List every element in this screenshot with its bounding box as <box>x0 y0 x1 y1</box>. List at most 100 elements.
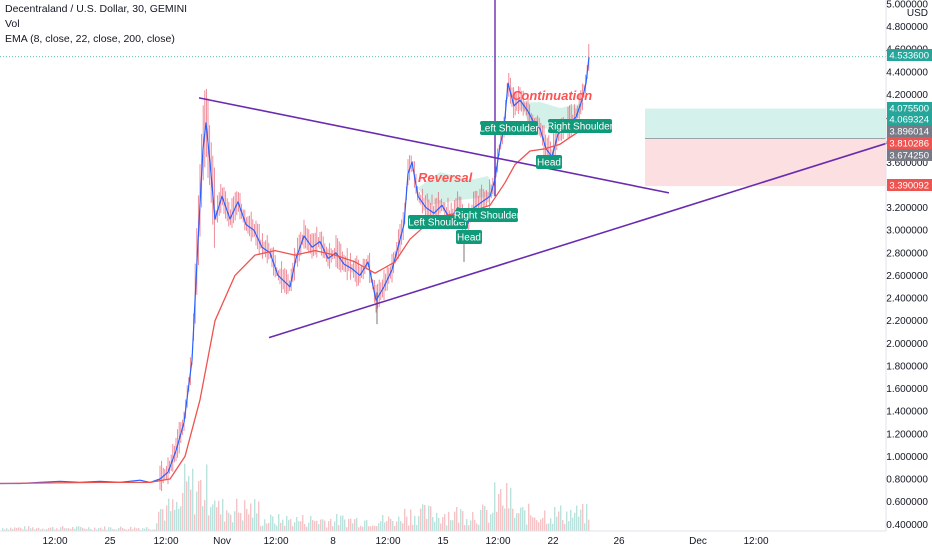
volume-bar <box>174 510 176 531</box>
volume-bar <box>474 519 476 531</box>
pattern-badge-label: Head <box>537 158 561 169</box>
price-badge-bg <box>887 113 932 125</box>
pattern-badge-bg <box>456 230 482 244</box>
volume-bar <box>322 519 324 531</box>
volume-bar <box>100 527 102 531</box>
volume-bar <box>332 526 334 531</box>
volume-bar <box>252 517 254 531</box>
volume-bar <box>162 509 164 531</box>
volume-bar <box>128 529 130 531</box>
annotation-text: Reversal <box>418 170 473 185</box>
volume-bar <box>154 529 156 531</box>
volume-bar <box>286 515 288 531</box>
volume-legend[interactable]: Vol <box>5 18 20 30</box>
pattern-badge-bg <box>480 121 538 135</box>
volume-bar <box>362 526 364 531</box>
volume-bar <box>110 527 112 531</box>
volume-bar <box>454 511 456 531</box>
volume-bar <box>572 517 574 531</box>
x-tick-label: 12:00 <box>263 536 288 547</box>
volume-bar <box>404 508 406 531</box>
volume-bar <box>534 517 536 531</box>
volume-bar <box>548 523 550 531</box>
volume-bar <box>272 516 274 531</box>
volume-bar <box>256 513 258 531</box>
volume-bar <box>172 499 174 531</box>
volume-bar <box>456 506 458 531</box>
price-badge-label: 3.896014 <box>889 127 929 138</box>
volume-bar <box>48 528 50 531</box>
volume-bar <box>288 520 290 531</box>
volume-bar <box>176 501 178 531</box>
ema-legend[interactable]: EMA (8, close, 22, close, 200, close) <box>5 33 175 45</box>
volume-bar <box>24 526 26 531</box>
volume-bar <box>194 514 196 531</box>
chart-title[interactable]: Decentraland / U.S. Dollar, 30, GEMINI <box>5 3 188 15</box>
volume-bar <box>438 517 440 531</box>
volume-bar <box>20 527 22 531</box>
volume-bar <box>468 525 470 531</box>
volume-bar <box>412 524 414 531</box>
volume-bar <box>390 518 392 531</box>
volume-bar <box>292 526 294 531</box>
volume-bar <box>184 463 186 531</box>
volume-bar <box>140 529 142 531</box>
volume-bar <box>398 516 400 531</box>
volume-bar <box>32 527 34 531</box>
volume-bar <box>442 517 444 531</box>
volume-bar <box>356 517 358 531</box>
volume-bar <box>434 521 436 531</box>
volume-bar <box>42 528 44 531</box>
volume-bar <box>360 525 362 531</box>
volume-bar <box>22 529 24 531</box>
volume-bar <box>494 482 496 531</box>
volume-bar <box>268 523 270 531</box>
volume-bar <box>270 514 272 531</box>
volume-bar <box>298 521 300 531</box>
volume-bar <box>504 508 506 531</box>
volume-bar <box>480 509 482 531</box>
volume-bar <box>4 529 6 531</box>
x-tick-label: 12:00 <box>485 536 510 547</box>
volume-bar <box>324 520 326 531</box>
volume-bar <box>54 529 56 531</box>
volume-bar <box>448 511 450 531</box>
price-badge-bg <box>887 102 932 114</box>
y-tick-label: 0.800000 <box>886 475 928 486</box>
volume-bar <box>26 529 28 531</box>
volume-bar <box>240 513 242 531</box>
y-tick-label: 3.600000 <box>886 158 928 169</box>
volume-bar <box>148 528 150 531</box>
x-tick-label: 26 <box>613 536 625 547</box>
volume-bar <box>282 519 284 531</box>
volume-bar <box>158 511 160 531</box>
volume-bar <box>586 504 588 531</box>
y-tick-label: 2.400000 <box>886 294 928 305</box>
volume-bar <box>60 527 62 531</box>
volume-bar <box>392 521 394 531</box>
volume-bar <box>210 507 212 531</box>
volume-bar <box>98 528 100 531</box>
volume-bar <box>52 526 54 531</box>
volume-bar <box>232 522 234 531</box>
volume-bar <box>382 515 384 531</box>
volume-bar <box>244 500 246 531</box>
volume-bar <box>118 527 120 531</box>
volume-bar <box>204 499 206 531</box>
y-tick-label: 1.400000 <box>886 407 928 418</box>
volume-bar <box>36 528 38 531</box>
volume-bar <box>66 528 68 531</box>
volume-bar <box>30 528 32 531</box>
volume-bar <box>440 523 442 531</box>
volume-bar <box>222 498 224 531</box>
volume-bar <box>574 512 576 531</box>
volume-bar <box>444 514 446 531</box>
volume-bar <box>126 529 128 531</box>
volume-bar <box>88 527 90 531</box>
volume-bar <box>266 523 268 531</box>
volume-bar <box>562 520 564 531</box>
volume-bar <box>40 529 42 531</box>
volume-bar <box>192 468 194 531</box>
x-tick-label: Dec <box>689 536 707 547</box>
